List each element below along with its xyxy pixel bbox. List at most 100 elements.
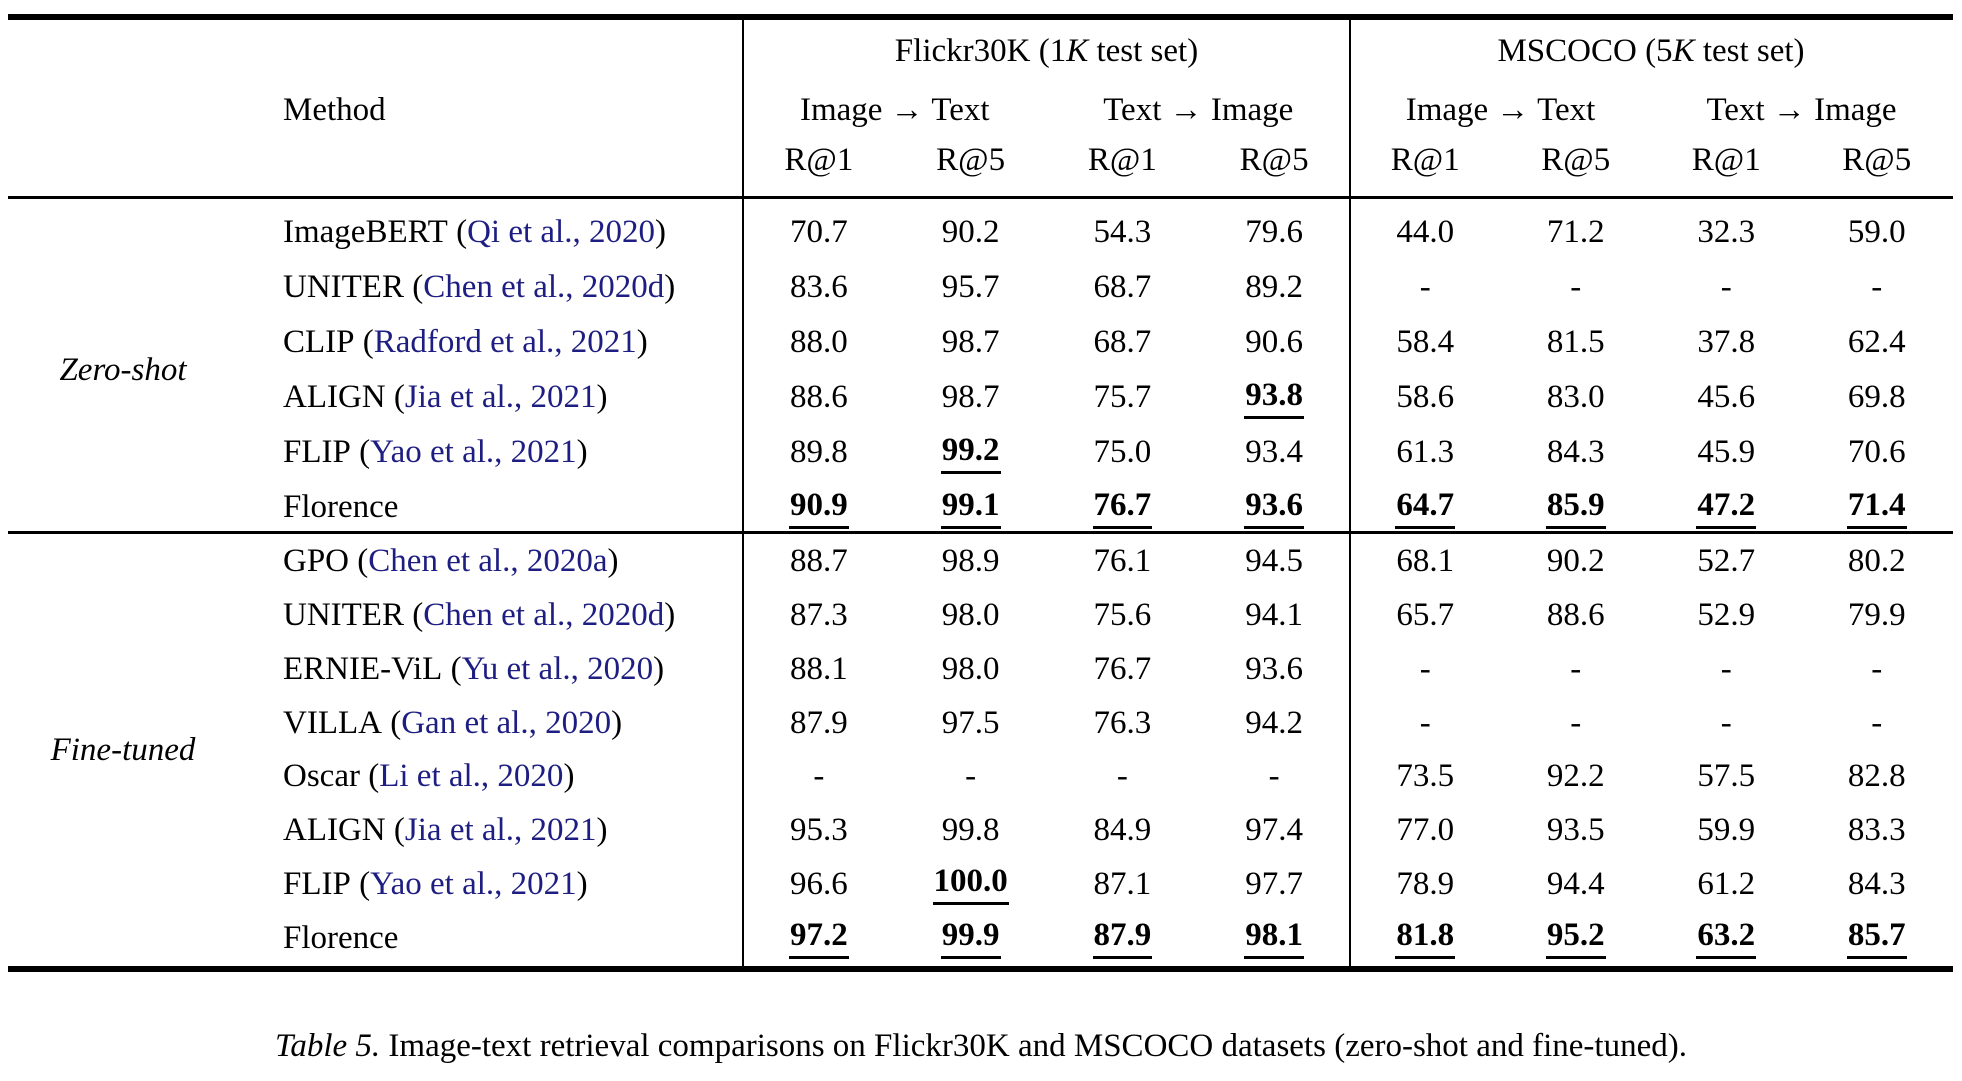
value-cell: - <box>1720 650 1732 687</box>
value-cell: - <box>965 758 977 795</box>
value-cell: 62.4 <box>1847 324 1906 360</box>
value-cell: 88.6 <box>790 379 848 415</box>
value-cell: 93.6 <box>1198 480 1350 535</box>
table-caption-text: Image-text retrieval comparisons on Flic… <box>380 1028 1687 1064</box>
citation-link[interactable]: Jia et al., 2021 <box>404 812 597 849</box>
direction-header-image-to-text: Image → Text <box>799 91 990 128</box>
value-cell: 97.4 <box>1245 812 1303 849</box>
method-cell: FLIP (Yao et al., 2021) <box>283 434 588 470</box>
value-cell: 98.0 <box>941 597 1000 634</box>
method-cell: ImageBERT (Qi et al., 2020) <box>283 214 666 250</box>
value-cell: 97.2 <box>743 911 895 965</box>
direction-header-image-to-text: Image → Text <box>1405 91 1596 128</box>
value-cell: 71.4 <box>1802 480 1953 535</box>
value-cell: - <box>1720 704 1732 741</box>
column-divider-left <box>742 20 744 966</box>
value-cell: 87.1 <box>1093 865 1152 902</box>
value-cell: 88.6 <box>1546 597 1605 634</box>
method-cell: ALIGN (Jia et al., 2021) <box>283 812 608 849</box>
group-label-zero-shot: Zero-shot <box>59 351 187 388</box>
value-cell: - <box>1871 704 1883 741</box>
value-cell: 95.7 <box>941 269 1000 305</box>
value-cell: 88.0 <box>790 324 848 360</box>
value-cell: 95.2 <box>1501 911 1652 965</box>
value-cell: 37.8 <box>1697 324 1756 360</box>
citation-link[interactable]: Chen et al., 2020d <box>423 269 665 305</box>
value-cell: 81.5 <box>1546 324 1605 360</box>
value-cell: 87.9 <box>1047 911 1199 965</box>
value-cell: 94.5 <box>1245 543 1303 580</box>
value-cell: - <box>1871 650 1883 687</box>
value-cell: 44.0 <box>1396 214 1455 250</box>
value-cell: 61.2 <box>1697 865 1756 902</box>
metric-header-r1: R@1 <box>1691 142 1761 178</box>
value-cell: 99.9 <box>895 911 1047 965</box>
method-cell: Oscar (Li et al., 2020) <box>283 758 575 795</box>
citation-link[interactable]: Yao et al., 2021 <box>370 434 577 470</box>
value-cell: 58.6 <box>1396 379 1455 415</box>
value-cell: 83.6 <box>790 269 848 305</box>
value-cell: 45.9 <box>1697 434 1756 470</box>
value-cell: 90.9 <box>743 480 895 535</box>
method-cell: GPO (Chen et al., 2020a) <box>283 543 619 580</box>
value-cell: - <box>1268 758 1280 795</box>
value-cell: 99.1 <box>895 480 1047 535</box>
method-cell: ALIGN (Jia et al., 2021) <box>283 379 608 415</box>
value-cell: - <box>1570 650 1582 687</box>
value-cell: - <box>1419 269 1431 305</box>
value-cell: 78.9 <box>1396 865 1455 902</box>
value-cell: 94.4 <box>1546 865 1605 902</box>
citation-link[interactable]: Jia et al., 2021 <box>404 379 597 415</box>
value-cell: 93.8 <box>1198 370 1350 425</box>
table-rule-top <box>8 14 1953 20</box>
group-label-fine-tuned: Fine-tuned <box>50 731 196 768</box>
value-cell: 79.9 <box>1847 597 1906 634</box>
value-cell: 98.7 <box>941 324 1000 360</box>
value-cell: 75.0 <box>1093 434 1152 470</box>
value-cell: - <box>1116 758 1128 795</box>
value-cell: - <box>1570 704 1582 741</box>
table-rule-bottom <box>8 966 1953 972</box>
value-cell: 84.3 <box>1546 434 1605 470</box>
value-cell: 75.7 <box>1093 379 1152 415</box>
value-cell: 87.3 <box>790 597 848 634</box>
citation-link[interactable]: Radford et al., 2021 <box>373 324 637 360</box>
value-cell: - <box>1419 704 1431 741</box>
value-cell: - <box>1871 269 1883 305</box>
citation-link[interactable]: Yao et al., 2021 <box>370 865 577 902</box>
citation-link[interactable]: Yu et al., 2020 <box>461 650 654 687</box>
value-cell: 64.7 <box>1350 480 1501 535</box>
value-cell: 97.5 <box>941 704 1000 741</box>
value-cell: 98.9 <box>941 543 1000 580</box>
value-cell: 69.8 <box>1847 379 1906 415</box>
value-cell: 95.3 <box>790 812 848 849</box>
value-cell: 93.4 <box>1245 434 1303 470</box>
value-cell: 94.1 <box>1245 597 1303 634</box>
method-cell: VILLA (Gan et al., 2020) <box>283 704 623 741</box>
dataset-header-mscoco: MSCOCO (5K test set) <box>1497 32 1805 69</box>
method-cell: Florence <box>283 489 399 525</box>
value-cell: 32.3 <box>1697 214 1756 250</box>
value-cell: 90.2 <box>941 214 1000 250</box>
value-cell: 54.3 <box>1093 214 1152 250</box>
value-cell: 89.2 <box>1245 269 1303 305</box>
metric-header-r5: R@5 <box>936 142 1006 178</box>
value-cell: 47.2 <box>1651 480 1802 535</box>
direction-header-text-to-image: Text → Image <box>1103 91 1294 128</box>
method-cell: UNITER (Chen et al., 2020d) <box>283 597 676 634</box>
metric-header-r1: R@1 <box>1087 142 1157 178</box>
value-cell: 90.2 <box>1546 543 1605 580</box>
citation-link[interactable]: Qi et al., 2020 <box>467 214 655 250</box>
metric-header-r1: R@1 <box>784 142 854 178</box>
value-cell: 75.6 <box>1093 597 1152 634</box>
citation-link[interactable]: Chen et al., 2020a <box>368 543 608 580</box>
value-cell: 68.7 <box>1093 324 1152 360</box>
value-cell: 85.7 <box>1802 911 1953 965</box>
citation-link[interactable]: Chen et al., 2020d <box>423 597 665 634</box>
value-cell: 89.8 <box>790 434 848 470</box>
citation-link[interactable]: Gan et al., 2020 <box>401 704 612 741</box>
value-cell: 88.7 <box>790 543 848 580</box>
citation-link[interactable]: Li et al., 2020 <box>379 758 564 795</box>
value-cell: 57.5 <box>1697 758 1756 795</box>
value-cell: 81.8 <box>1350 911 1501 965</box>
